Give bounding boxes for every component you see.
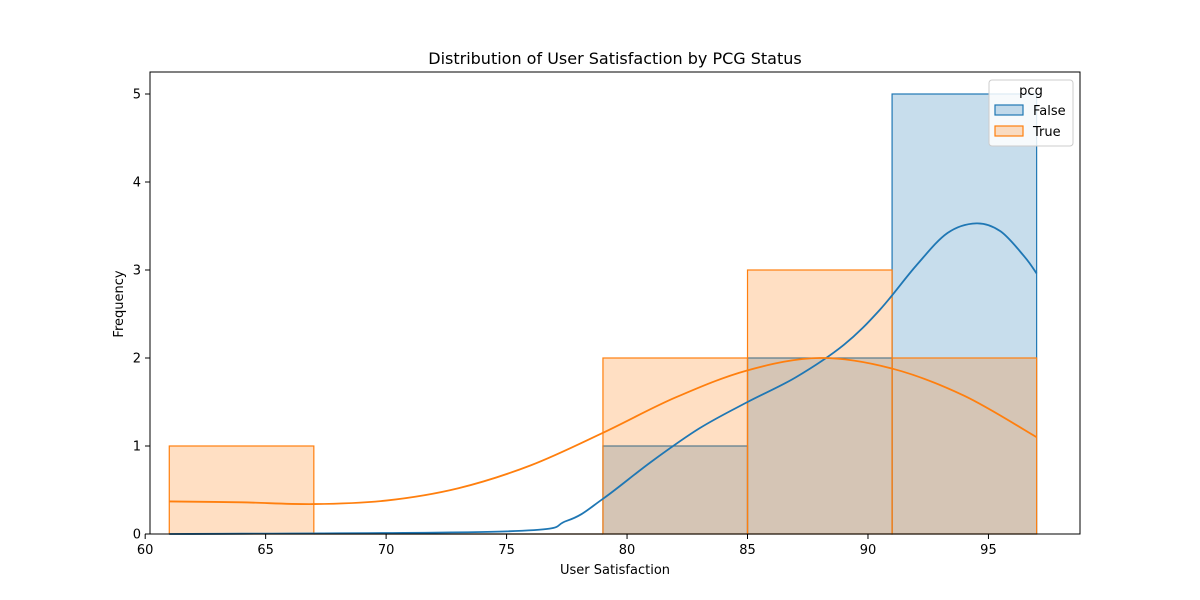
bar-true-5: [891, 357, 1038, 535]
y-tick-label-5: 5: [133, 88, 141, 103]
legend-swatch-true: [994, 125, 1024, 137]
series-true-bars: [168, 269, 1038, 535]
kde-line-false: [169, 222, 1038, 535]
legend: pcg False True: [988, 79, 1074, 147]
bar-false-5: [891, 93, 1038, 535]
bar-false-3: [602, 445, 749, 535]
legend-swatch-false: [994, 104, 1024, 116]
x-tick-label-65: 65: [257, 543, 274, 558]
x-tick-label-60: 60: [137, 543, 154, 558]
bar-true-0: [168, 445, 315, 535]
x-tick-label-70: 70: [378, 543, 395, 558]
x-tick-label-85: 85: [739, 543, 756, 558]
x-tick-label-90: 90: [860, 543, 877, 558]
series-false-bars: [169, 93, 1038, 535]
x-tick-label-95: 95: [980, 543, 997, 558]
x-tick-label-75: 75: [498, 543, 515, 558]
x-axis-label: User Satisfaction: [560, 563, 670, 578]
axes-frame: [149, 71, 1081, 535]
y-tick-label-1: 1: [133, 440, 141, 455]
kde-line-true: [169, 357, 1038, 506]
y-tick-label-0: 0: [133, 528, 141, 543]
axes: 60 65 70 75 80 85 90 95 0 1 2 3 4 5: [133, 71, 1081, 558]
legend-title: pcg: [1019, 84, 1043, 99]
y-tick-label-2: 2: [133, 352, 141, 367]
y-axis-label: Frequency: [112, 270, 127, 337]
y-tick-label-4: 4: [133, 176, 141, 191]
bar-false-4: [746, 357, 893, 535]
plot-area: [168, 93, 1038, 535]
bar-true-4: [746, 269, 893, 535]
chart-title: Distribution of User Satisfaction by PCG…: [428, 49, 801, 68]
y-tick-label-3: 3: [133, 264, 141, 279]
bar-true-3: [602, 357, 749, 535]
legend-label-true: True: [1032, 125, 1061, 140]
x-tick-label-80: 80: [619, 543, 636, 558]
legend-label-false: False: [1033, 104, 1066, 119]
legend-box: [988, 79, 1074, 147]
